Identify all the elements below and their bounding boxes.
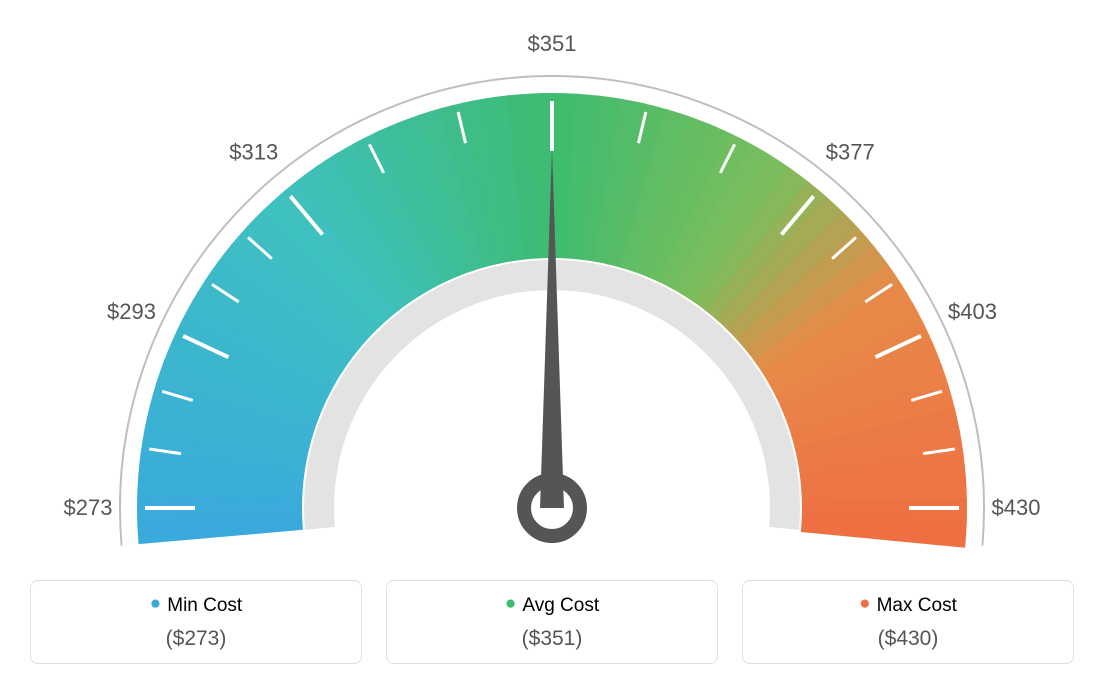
legend-min-label: Min Cost (167, 595, 242, 616)
gauge-tick-label: $377 (826, 140, 875, 165)
legend-min-card: ● Min Cost ($273) (30, 580, 362, 664)
legend-max-label: Max Cost (877, 595, 957, 616)
legend-avg-title: ● Avg Cost (387, 595, 717, 617)
legend-avg-value: ($351) (387, 627, 717, 651)
legend-min-title: ● Min Cost (31, 595, 361, 617)
gauge-tick-label: $430 (992, 495, 1041, 520)
gauge-tick-label: $351 (528, 31, 577, 56)
legend-avg-label: Avg Cost (522, 595, 599, 616)
legend-max-value: ($430) (743, 627, 1073, 651)
gauge-tick-label: $293 (107, 299, 156, 324)
gauge-chart: $273 $293 $313 $351 $377 $403 $430 (0, 0, 1104, 570)
legend-row: ● Min Cost ($273) ● Avg Cost ($351) ● Max C… (0, 580, 1104, 664)
gauge-tick-label: $313 (229, 140, 278, 165)
dot-icon: ● (150, 593, 161, 614)
dot-icon: ● (859, 593, 870, 614)
legend-min-value: ($273) (31, 627, 361, 651)
gauge-svg: $273 $293 $313 $351 $377 $403 $430 (0, 0, 1104, 570)
gauge-tick-label: $273 (64, 495, 113, 520)
gauge-tick-label: $403 (948, 299, 997, 324)
legend-max-card: ● Max Cost ($430) (742, 580, 1074, 664)
legend-avg-card: ● Avg Cost ($351) (386, 580, 718, 664)
dot-icon: ● (505, 593, 516, 614)
legend-max-title: ● Max Cost (743, 595, 1073, 617)
